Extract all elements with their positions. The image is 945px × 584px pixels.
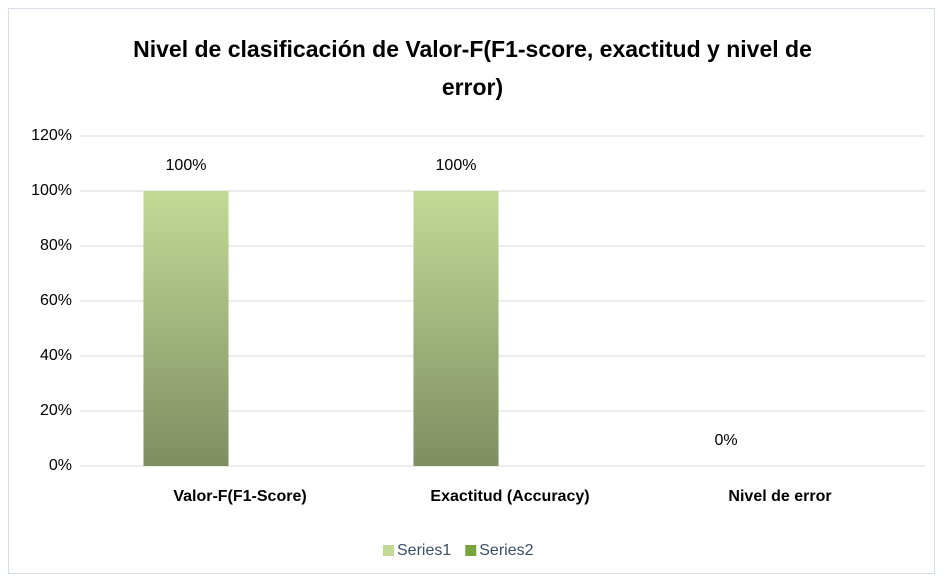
legend-swatch — [465, 545, 477, 556]
legend-swatch — [383, 545, 394, 556]
y-tick-label: 120% — [31, 127, 72, 144]
data-label: 0% — [714, 432, 737, 449]
y-tick-label: 100% — [31, 182, 72, 199]
data-label: 100% — [436, 157, 477, 174]
legend-label: Series2 — [479, 542, 533, 559]
y-tick-label: 60% — [40, 292, 72, 309]
chart-title: Nivel de clasificación de Valor-F(F1-sco… — [133, 36, 812, 100]
bar-shade — [413, 191, 499, 466]
x-tick-label: Exactitud (Accuracy) — [430, 488, 589, 505]
y-tick-label: 20% — [40, 402, 72, 419]
y-tick-label: 40% — [40, 347, 72, 364]
bar-shade — [143, 191, 229, 466]
data-label: 100% — [166, 157, 207, 174]
y-tick-label: 80% — [40, 237, 72, 254]
legend-label: Series1 — [397, 542, 451, 559]
y-tick-label: 0% — [49, 457, 72, 474]
x-tick-label: Valor-F(F1-Score) — [173, 488, 306, 505]
chart-frame — [8, 8, 935, 574]
x-tick-label: Nivel de error — [728, 488, 831, 505]
